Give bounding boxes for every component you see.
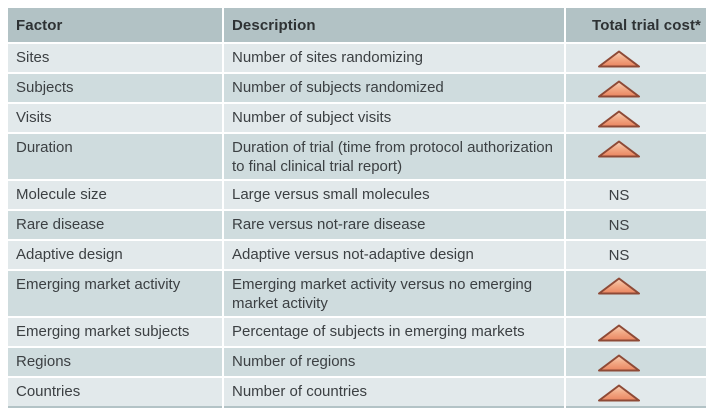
table-row: Regions Number of regions — [8, 348, 706, 376]
table-row: Emerging market activity Emerging market… — [8, 271, 706, 316]
table-row: Rare disease Rare versus not-rare diseas… — [8, 211, 706, 239]
cost-cell — [566, 378, 706, 408]
description-cell: Percentage of subjects in emerging marke… — [224, 318, 564, 346]
cost-cell — [566, 44, 706, 72]
description-cell: Rare versus not-rare disease — [224, 211, 564, 239]
header-row: Factor Description Total trial cost* — [8, 8, 706, 42]
table-row: Countries Number of countries — [8, 378, 706, 408]
cost-ns-value: NS — [608, 217, 630, 234]
cost-ns-value: NS — [608, 247, 630, 264]
cost-cell — [566, 348, 706, 376]
cost-increase-triangle-icon — [598, 110, 640, 128]
cost-ns-value: NS — [608, 187, 630, 204]
table-row: Visits Number of subject visits — [8, 104, 706, 132]
cost-cell — [566, 271, 706, 316]
table-row: Adaptive design Adaptive versus not-adap… — [8, 241, 706, 269]
description-cell: Adaptive versus not-adaptive design — [224, 241, 564, 269]
factor-cell: Subjects — [8, 74, 222, 102]
cost-cell — [566, 134, 706, 179]
cost-cell: NS — [566, 181, 706, 209]
cost-increase-triangle-icon — [598, 354, 640, 372]
cost-cell: NS — [566, 241, 706, 269]
factor-cell: Adaptive design — [8, 241, 222, 269]
factor-cell: Duration — [8, 134, 222, 179]
table-row: Sites Number of sites randomizing — [8, 44, 706, 72]
column-header-description: Description — [224, 8, 564, 42]
table-row: Subjects Number of subjects randomized — [8, 74, 706, 102]
factor-cell: Regions — [8, 348, 222, 376]
column-header-factor: Factor — [8, 8, 222, 42]
cost-cell — [566, 74, 706, 102]
cost-increase-triangle-icon — [598, 324, 640, 342]
column-header-total-trial-cost: Total trial cost* — [566, 8, 706, 42]
table-row: Duration Duration of trial (time from pr… — [8, 134, 706, 179]
table-row: Molecule size Large versus small molecul… — [8, 181, 706, 209]
factor-cell: Rare disease — [8, 211, 222, 239]
description-cell: Large versus small molecules — [224, 181, 564, 209]
factor-cell: Emerging market subjects — [8, 318, 222, 346]
cost-cell: NS — [566, 211, 706, 239]
description-cell: Number of regions — [224, 348, 564, 376]
description-cell: Number of subject visits — [224, 104, 564, 132]
description-cell: Duration of trial (time from protocol au… — [224, 134, 564, 179]
cost-increase-triangle-icon — [598, 50, 640, 68]
factor-cell: Countries — [8, 378, 222, 408]
description-cell: Number of countries — [224, 378, 564, 408]
trial-cost-factors-table: Factor Description Total trial cost* Sit… — [6, 6, 708, 410]
description-cell: Emerging market activity versus no emerg… — [224, 271, 564, 316]
factor-cell: Visits — [8, 104, 222, 132]
cost-increase-triangle-icon — [598, 80, 640, 98]
description-cell: Number of sites randomizing — [224, 44, 564, 72]
cost-increase-triangle-icon — [598, 140, 640, 158]
factor-cell: Sites — [8, 44, 222, 72]
table-row: Emerging market subjects Percentage of s… — [8, 318, 706, 346]
cost-increase-triangle-icon — [598, 384, 640, 402]
cost-cell — [566, 104, 706, 132]
factor-cell: Emerging market activity — [8, 271, 222, 316]
description-cell: Number of subjects randomized — [224, 74, 564, 102]
cost-increase-triangle-icon — [598, 277, 640, 295]
factor-cell: Molecule size — [8, 181, 222, 209]
cost-cell — [566, 318, 706, 346]
